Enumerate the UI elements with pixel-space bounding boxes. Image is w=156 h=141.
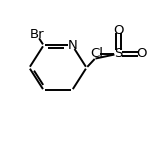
Text: N: N: [67, 39, 77, 52]
Text: O: O: [136, 47, 147, 60]
Text: S: S: [114, 47, 122, 60]
Text: Br: Br: [29, 28, 44, 41]
Text: Cl: Cl: [90, 47, 103, 60]
Text: O: O: [113, 24, 123, 37]
